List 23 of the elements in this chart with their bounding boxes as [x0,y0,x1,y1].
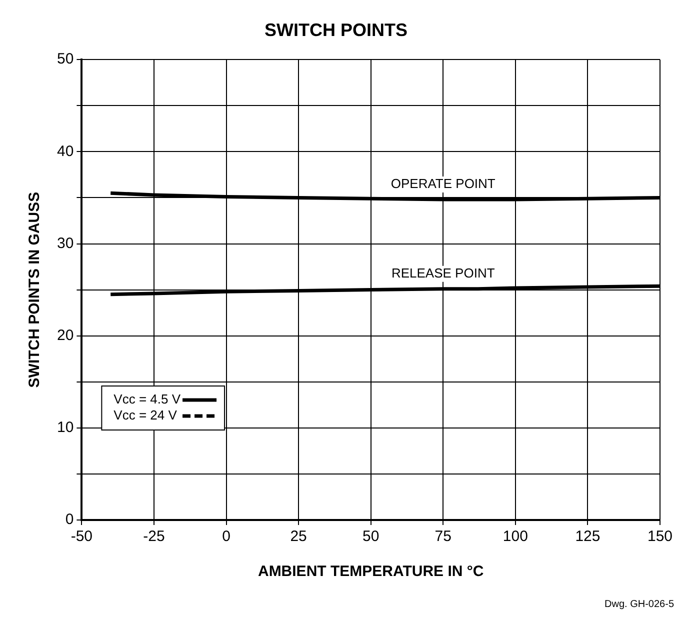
x-axis-title: AMBIENT TEMPERATURE IN °C [258,563,484,580]
x-tick-label: 50 [362,528,380,546]
x-tick-label: 0 [222,528,230,546]
x-tick-label: -50 [70,528,93,546]
y-tick-label: 30 [56,234,74,252]
x-tick-label: -25 [143,528,165,546]
x-tick-label: 25 [290,528,307,546]
annotation: OPERATE POINT [390,176,496,192]
annotation: RELEASE POINT [391,265,495,280]
y-tick-label: 20 [56,326,74,344]
y-tick-label: 10 [56,419,74,436]
y-tick-label: 40 [56,142,74,160]
x-tick-label: 100 [502,528,528,546]
x-tick-label: 125 [575,528,600,546]
legend-label: Vcc = 24 V [114,408,178,423]
y-axis-title: SWITCH POINTS IN GAUSS [26,192,44,388]
x-tick-label: 75 [434,528,452,546]
text: Dwg. GH-026-5 [604,598,674,610]
x-tick-label: 150 [647,528,673,546]
chart-title: SWITCH POINTS [264,20,408,40]
legend-label: Vcc = 4.5 V [114,392,181,407]
y-tick-label: 0 [65,511,74,528]
y-tick-label: 50 [56,50,74,68]
